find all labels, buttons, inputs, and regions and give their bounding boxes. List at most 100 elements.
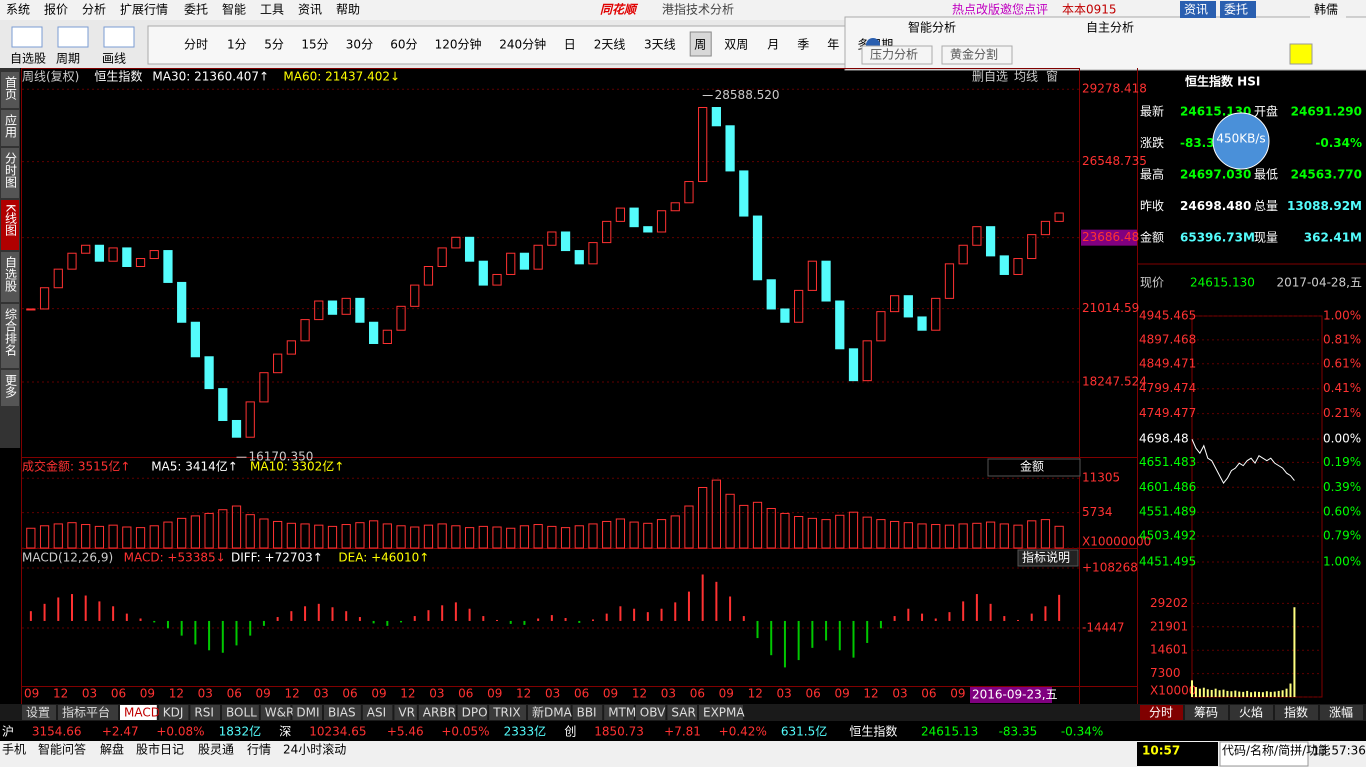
indicator-tab[interactable] [324, 705, 361, 720]
indicator-tab-label[interactable]: DMI [296, 706, 319, 720]
side-tab[interactable] [1, 200, 19, 250]
indicator-tab[interactable] [528, 705, 571, 720]
period-button[interactable]: 月 [767, 38, 779, 52]
side-tab-label[interactable]: 首页 [4, 76, 18, 101]
quote-tab[interactable] [1275, 705, 1318, 720]
footer-link[interactable]: 智能问答 [38, 742, 86, 757]
help-button[interactable] [1017, 549, 1079, 567]
quote-tab-label[interactable]: 指数 [1284, 705, 1308, 720]
search-box[interactable] [1219, 741, 1309, 767]
dropdown[interactable] [987, 458, 1081, 477]
side-tab-label[interactable]: 应用 [4, 113, 18, 139]
chart-button[interactable]: 均线 [1014, 70, 1038, 84]
side-tab[interactable] [1, 252, 19, 302]
menu-item[interactable]: 报价 [44, 2, 68, 17]
indicator-tab[interactable] [362, 705, 393, 720]
side-tab-label[interactable]: 综合排名 [4, 308, 18, 356]
indicator-tab-label[interactable]: EXPMA [703, 706, 745, 720]
period-button[interactable]: 1分 [227, 38, 247, 52]
footer-link[interactable]: 24小时滚动 [283, 742, 346, 757]
indicator-tab-label[interactable]: BOLL [226, 706, 257, 720]
indicator-tab-label[interactable]: KDJ [163, 706, 184, 720]
side-tab[interactable] [1, 110, 19, 146]
period-button[interactable]: 分时 [184, 38, 208, 52]
indicator-tab-label[interactable]: 设置 [26, 706, 50, 720]
indicator-tab[interactable] [190, 705, 220, 720]
tool-label[interactable]: 画线 [102, 52, 126, 66]
menu-button-label[interactable]: 委托 [1224, 3, 1248, 17]
quote-tab-label[interactable]: 筹码 [1194, 706, 1218, 720]
chart-button[interactable]: 删自选 [972, 70, 1008, 84]
menu-item[interactable]: 工具 [260, 3, 284, 17]
indicator-tab-label[interactable]: RSI [194, 706, 214, 720]
period-button[interactable]: 15分 [301, 38, 328, 52]
indicator-tab[interactable] [394, 705, 417, 720]
indicator-tab-label[interactable]: VR [398, 706, 415, 720]
quote-tab-label[interactable]: 涨幅 [1329, 705, 1353, 720]
indicator-tab-label[interactable]: 指标平台 [62, 705, 110, 720]
indicator-tab[interactable] [222, 705, 259, 720]
side-tab[interactable] [1, 148, 19, 198]
indicator-tab[interactable] [457, 705, 488, 720]
analysis-button[interactable] [861, 45, 933, 65]
period-button[interactable]: 季 [797, 38, 809, 52]
indicator-tab[interactable] [635, 705, 666, 720]
dropdown-label[interactable]: 金额 [1020, 459, 1044, 474]
quote-tab[interactable] [1320, 705, 1363, 720]
footer-link[interactable]: 解盘 [100, 742, 124, 757]
period-button[interactable]: 120分钟 [435, 37, 482, 52]
footer-link[interactable]: 手机 [2, 743, 26, 757]
tool-label[interactable]: 自选股 [10, 52, 46, 66]
side-tab[interactable] [1, 72, 19, 108]
quote-tab[interactable] [1230, 705, 1273, 720]
indicator-tab-label[interactable]: BIAS [328, 706, 356, 720]
analysis-button[interactable] [941, 45, 1013, 65]
period-button[interactable]: 60分 [390, 38, 417, 52]
menu-button-label[interactable]: 韩儒 [1314, 2, 1338, 17]
indicator-tab-label[interactable]: TRIX [492, 706, 520, 720]
indicator-tab[interactable] [292, 705, 322, 720]
period-button[interactable]: 日 [564, 38, 576, 52]
side-tab[interactable] [1, 370, 19, 406]
menu-button[interactable] [1310, 1, 1346, 18]
menu-item[interactable]: 扩展行情 [120, 3, 168, 17]
indicator-tab[interactable] [489, 705, 526, 720]
indicator-tab-label[interactable]: 新DMA [532, 705, 573, 720]
menu-item[interactable]: 资讯 [298, 3, 322, 17]
menu-item[interactable]: 智能 [222, 2, 246, 17]
period-button[interactable]: 5分 [264, 38, 284, 52]
quote-tab-label[interactable]: 分时 [1149, 706, 1173, 720]
indicator-tab-label[interactable]: ARBR [423, 706, 456, 720]
tool-icon[interactable] [103, 26, 135, 48]
indicator-tab[interactable] [667, 705, 697, 720]
footer-link[interactable]: 行情 [247, 743, 271, 757]
tool-icon[interactable] [11, 26, 43, 48]
indicator-tab-label[interactable]: SAR [671, 706, 695, 720]
footer-link[interactable]: 股市日记 [136, 742, 184, 757]
period-button[interactable]: 周 [694, 38, 706, 52]
indicator-tab[interactable] [572, 705, 603, 720]
indicator-tab[interactable] [120, 705, 157, 720]
period-button[interactable]: 240分钟 [499, 37, 546, 52]
chart-button[interactable]: 窗 [1046, 70, 1058, 84]
search-placeholder[interactable]: 代码/名称/简拼/功能 [1222, 743, 1330, 758]
quote-tab-label[interactable]: 火焰 [1239, 705, 1263, 720]
side-tab[interactable] [1, 304, 19, 368]
indicator-tab-label[interactable]: ASI [367, 706, 386, 720]
quote-tab[interactable] [1185, 705, 1228, 720]
tool-icon[interactable] [57, 26, 89, 48]
indicator-tab[interactable] [22, 705, 56, 720]
period-button[interactable]: 3天线 [644, 38, 676, 52]
indicator-tab-label[interactable]: MTM [608, 706, 636, 720]
period-button[interactable]: 30分 [346, 38, 373, 52]
indicator-tab[interactable] [58, 705, 118, 720]
indicator-tab-label[interactable]: W&R [265, 706, 295, 720]
indicator-tab[interactable] [604, 705, 634, 720]
side-tab-label[interactable]: 分时图 [4, 152, 18, 188]
color-swatch[interactable] [1289, 43, 1313, 65]
indicator-tab[interactable] [158, 705, 189, 720]
indicator-tab[interactable] [260, 705, 291, 720]
analysis-button-label[interactable]: 黄金分割 [950, 47, 998, 62]
indicator-tab-label[interactable]: BBI [577, 706, 597, 720]
indicator-tab-label[interactable]: MACD [124, 706, 160, 720]
